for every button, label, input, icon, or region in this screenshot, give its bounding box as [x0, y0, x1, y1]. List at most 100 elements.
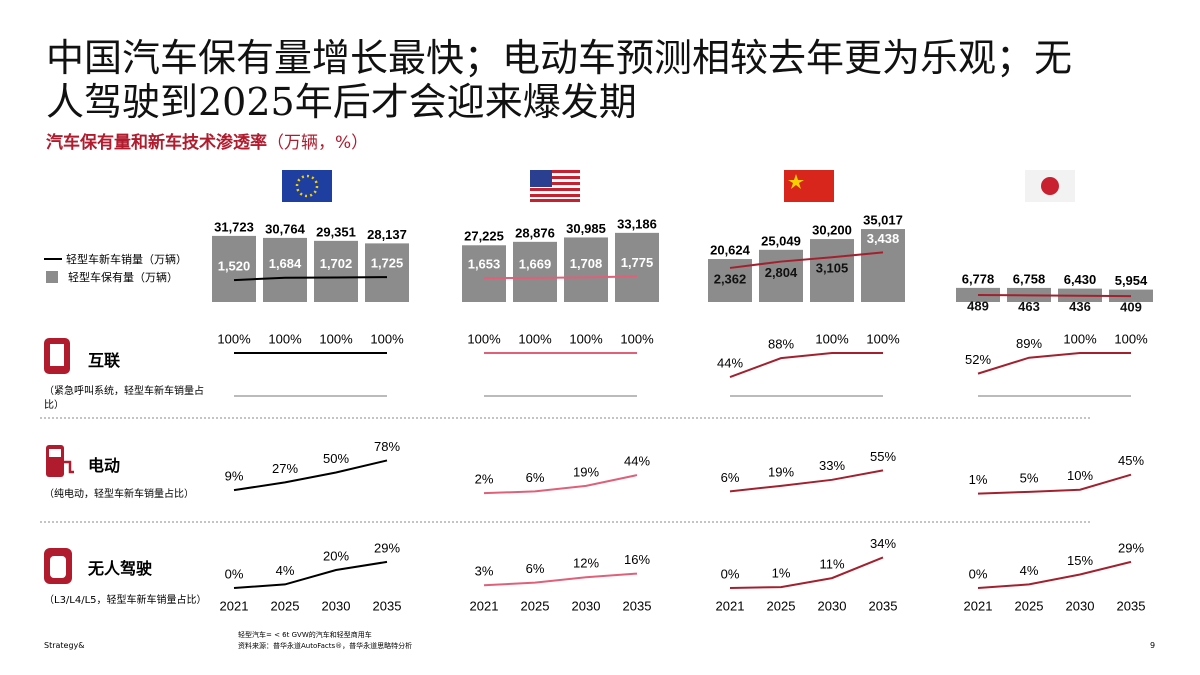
- row-label: 无人驾驶: [88, 559, 153, 578]
- x-tick-label: 2025: [1015, 598, 1044, 613]
- rate-label: 4%: [1020, 563, 1039, 578]
- rate-line: [233, 459, 388, 492]
- rate-label: 100%: [518, 331, 552, 346]
- legend: 轻型车新车销量（万辆） 轻型车保有量（万辆）: [44, 250, 187, 286]
- bar: [708, 259, 752, 302]
- rate-line: [977, 560, 1132, 589]
- rate-label: 44%: [717, 356, 743, 371]
- rate-label: 89%: [1016, 336, 1042, 351]
- x-tick-label: 2021: [716, 598, 745, 613]
- rate-label: 0%: [969, 566, 988, 581]
- bar: [810, 239, 854, 302]
- title-line: 中国汽车保有量增长最快；电动车预测相较去年更为乐观；无: [46, 36, 1073, 80]
- rate-label: 19%: [768, 464, 794, 479]
- bar: [564, 237, 608, 302]
- x-tick-label: 2025: [271, 598, 300, 613]
- footnote: 轻型汽车= < 6t GVW的汽车和轻型商用车: [238, 631, 372, 639]
- brand: Strategy&: [44, 641, 85, 650]
- rate-line: [729, 556, 884, 589]
- bar-label: 28,137: [367, 227, 407, 242]
- row-label: 电动: [88, 456, 121, 475]
- legend-label: 轻型车保有量（万辆）: [68, 271, 178, 284]
- rate-label: 100%: [217, 331, 251, 346]
- rate-label: 2%: [475, 472, 494, 487]
- rate-label: 1%: [969, 472, 988, 487]
- rate-label: 1%: [772, 566, 791, 581]
- sales-label: 409: [1120, 300, 1142, 315]
- rate-label: 52%: [965, 352, 991, 367]
- rate-line: [977, 352, 1131, 375]
- sales-label: 489: [967, 298, 989, 313]
- row-note: （L3/L4/L5，轻型车新车销量占比）: [44, 595, 207, 606]
- bar: [615, 232, 659, 302]
- sales-line: [483, 275, 638, 280]
- rate-label: 20%: [323, 548, 349, 563]
- rate-label: 29%: [374, 540, 400, 555]
- rate-label: 12%: [573, 556, 599, 571]
- x-tick-label: 2025: [521, 598, 550, 613]
- flags: [282, 170, 1075, 202]
- sales-label: 1,708: [570, 256, 603, 271]
- rate-label: 6%: [526, 470, 545, 485]
- row-note: （纯电动，轻型车新车销量占比）: [44, 489, 194, 500]
- x-tick-label: 2030: [1066, 598, 1095, 613]
- x-tick-label: 2030: [322, 598, 351, 613]
- sales-line: [729, 251, 884, 269]
- bar: [861, 229, 905, 302]
- x-tick-label: 2025: [767, 598, 796, 613]
- rate-label: 16%: [624, 552, 650, 567]
- rate-label: 88%: [768, 337, 794, 352]
- rate-line: [483, 474, 638, 495]
- bar: [1058, 288, 1102, 302]
- bar: [1007, 287, 1051, 302]
- rate-label: 33%: [819, 458, 845, 473]
- rate-label: 0%: [225, 566, 244, 581]
- rate-label: 100%: [1114, 331, 1148, 346]
- row-note: （紧急呼叫系统，轻型车新车销量占比）: [44, 386, 204, 411]
- bar: [513, 241, 557, 302]
- bar-label: 27,225: [464, 229, 504, 244]
- sales-label: 1,702: [320, 256, 353, 271]
- x-tick-label: 2035: [869, 598, 898, 613]
- sales-label: 1,653: [468, 257, 501, 272]
- bar-label: 30,764: [265, 221, 306, 236]
- separators: [40, 417, 1090, 523]
- footnote: 资料来源：普华永道AutoFacts®，普华永道思略特分析: [238, 642, 413, 650]
- sales-line: [233, 276, 388, 282]
- bar: [263, 237, 307, 302]
- rate-label: 100%: [569, 331, 603, 346]
- sales-label: 1,669: [519, 256, 552, 271]
- sales-label: 1,775: [621, 255, 654, 270]
- bar-label: 30,200: [812, 223, 852, 238]
- rate-label: 100%: [370, 331, 404, 346]
- rate-label: 6%: [721, 470, 740, 485]
- rate-label: 100%: [319, 331, 353, 346]
- title: 中国汽车保有量增长最快；电动车预测相较去年更为乐观；无 人驾驶到2025年后才会迎…: [46, 36, 1072, 124]
- rate-label: 10%: [1067, 468, 1093, 483]
- rate-label: 5%: [1020, 470, 1039, 485]
- rate-label: 11%: [819, 557, 844, 572]
- rate-label: 3%: [475, 564, 494, 579]
- subtitle-text: 汽车保有量和新车技术渗透率: [46, 133, 267, 153]
- bar: [462, 245, 506, 302]
- x-tick-label: 2035: [1117, 598, 1146, 613]
- rate-label: 100%: [467, 331, 501, 346]
- rate-label: 100%: [268, 331, 302, 346]
- sales-label: 1,725: [371, 256, 404, 271]
- x-tick-label: 2030: [572, 598, 601, 613]
- bar-label: 5,954: [1115, 273, 1148, 288]
- bar-label: 20,624: [710, 242, 751, 257]
- sales-label: 3,105: [816, 261, 849, 276]
- rate-label: 0%: [721, 566, 740, 581]
- x-tick-label: 2021: [220, 598, 249, 613]
- rate-label: 50%: [323, 451, 349, 466]
- rate-label: 100%: [866, 331, 900, 346]
- rate-label: 100%: [815, 331, 849, 346]
- icons: [44, 338, 74, 584]
- rate-label: 78%: [374, 439, 400, 454]
- rate-label: 29%: [1118, 540, 1144, 555]
- bar: [956, 287, 1000, 302]
- bar-label: 29,351: [316, 224, 356, 239]
- bar-label: 25,049: [761, 233, 801, 248]
